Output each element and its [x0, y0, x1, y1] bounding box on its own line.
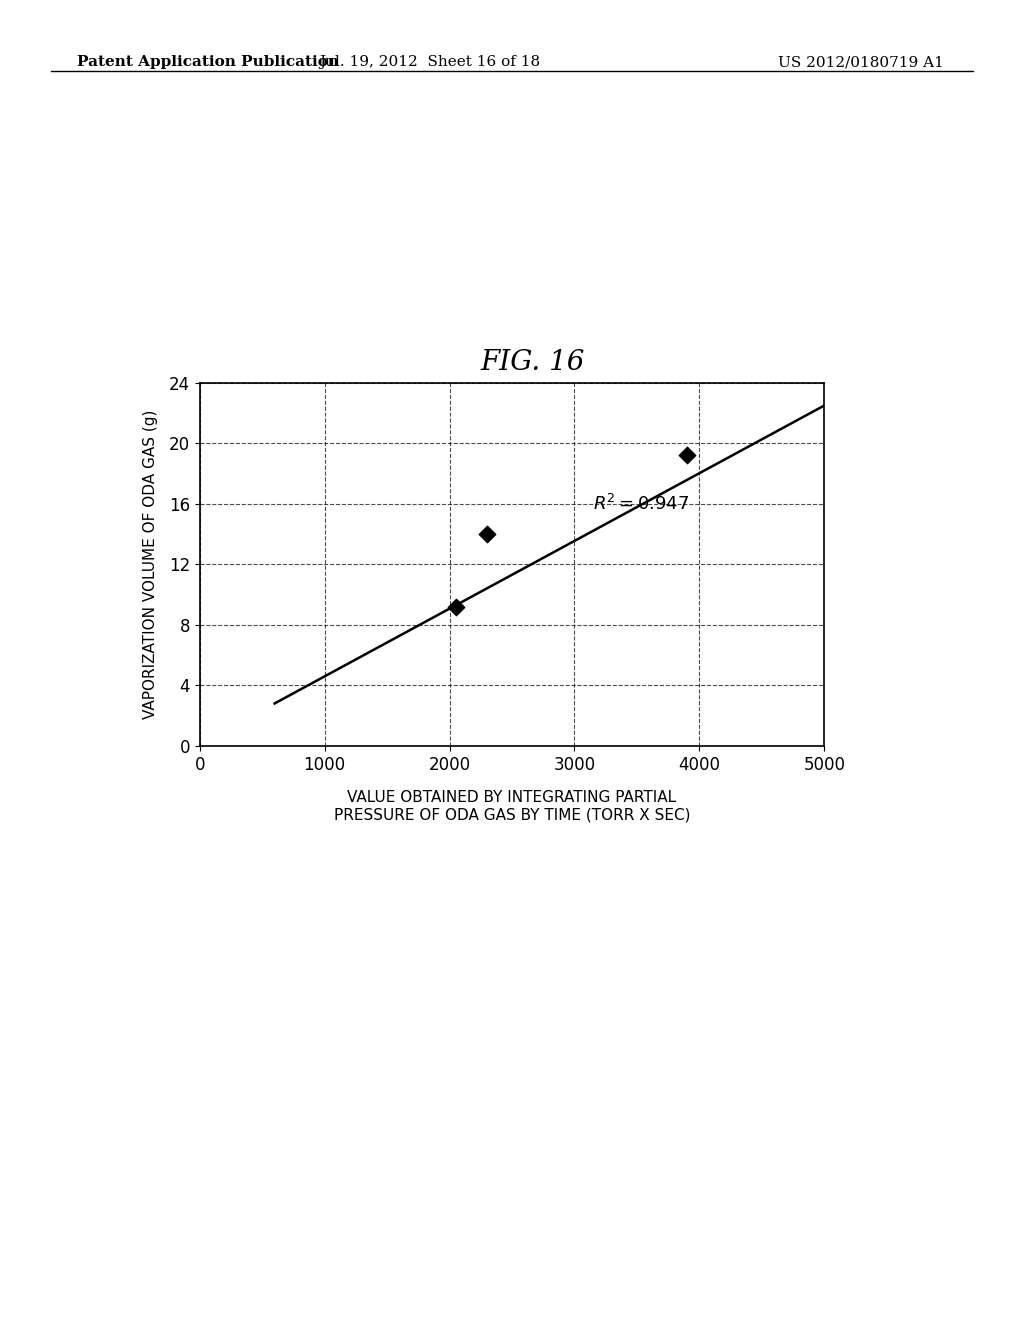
Point: [447, 597, 464, 618]
Text: $R^2 = 0.947$: $R^2 = 0.947$: [593, 494, 689, 513]
Text: Patent Application Publication: Patent Application Publication: [77, 55, 339, 70]
Text: Jul. 19, 2012  Sheet 16 of 18: Jul. 19, 2012 Sheet 16 of 18: [319, 55, 541, 70]
Point: [479, 524, 496, 545]
Text: FIG. 16: FIG. 16: [480, 350, 585, 376]
Y-axis label: VAPORIZATION VOLUME OF ODA GAS (g): VAPORIZATION VOLUME OF ODA GAS (g): [142, 409, 158, 719]
Point: [679, 445, 695, 466]
Text: US 2012/0180719 A1: US 2012/0180719 A1: [778, 55, 944, 70]
X-axis label: VALUE OBTAINED BY INTEGRATING PARTIAL
PRESSURE OF ODA GAS BY TIME (TORR X SEC): VALUE OBTAINED BY INTEGRATING PARTIAL PR…: [334, 791, 690, 822]
